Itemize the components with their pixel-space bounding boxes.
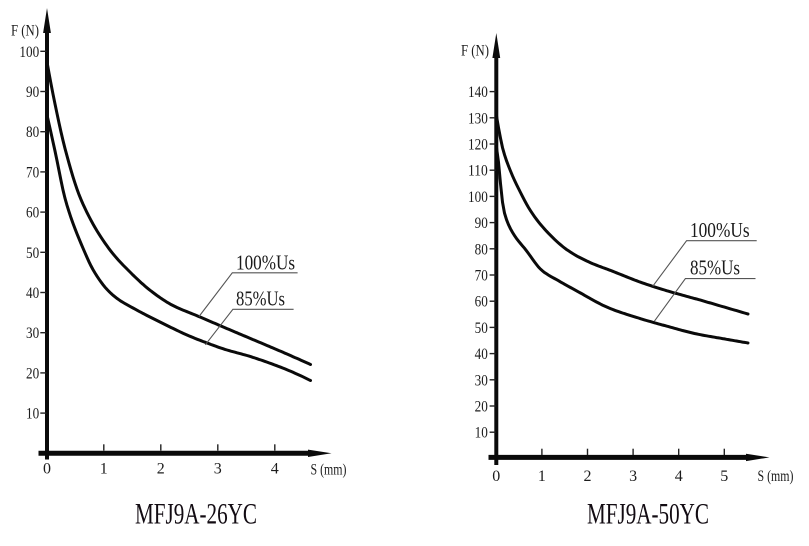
svg-text:4: 4 bbox=[675, 468, 683, 485]
svg-text:20: 20 bbox=[475, 399, 488, 416]
svg-text:90: 90 bbox=[26, 84, 39, 101]
svg-text:1: 1 bbox=[100, 461, 108, 478]
svg-text:80: 80 bbox=[475, 241, 488, 258]
svg-text:10: 10 bbox=[475, 425, 488, 442]
svg-text:100: 100 bbox=[19, 44, 39, 61]
svg-text:60: 60 bbox=[26, 205, 39, 222]
svg-text:3: 3 bbox=[214, 461, 222, 478]
svg-text:40: 40 bbox=[475, 346, 488, 363]
svg-text:5: 5 bbox=[720, 468, 728, 485]
svg-text:4: 4 bbox=[271, 461, 279, 478]
svg-text:0: 0 bbox=[492, 468, 500, 485]
svg-text:110: 110 bbox=[468, 163, 488, 180]
svg-text:50: 50 bbox=[475, 320, 488, 337]
svg-text:0: 0 bbox=[43, 461, 51, 478]
svg-text:60: 60 bbox=[475, 294, 488, 311]
svg-text:MFJ9A-50YC: MFJ9A-50YC bbox=[587, 497, 709, 530]
svg-text:20: 20 bbox=[26, 365, 39, 382]
svg-text:40: 40 bbox=[26, 285, 39, 302]
svg-text:3: 3 bbox=[629, 468, 637, 485]
svg-text:85%Us: 85%Us bbox=[690, 256, 740, 280]
svg-text:2: 2 bbox=[157, 461, 165, 478]
svg-text:120: 120 bbox=[468, 137, 488, 154]
svg-text:MFJ9A-26YC: MFJ9A-26YC bbox=[135, 497, 257, 530]
svg-text:100: 100 bbox=[468, 189, 488, 206]
svg-text:90: 90 bbox=[475, 215, 488, 232]
svg-text:F (N): F (N) bbox=[461, 43, 489, 60]
svg-text:1: 1 bbox=[538, 468, 546, 485]
svg-text:2: 2 bbox=[584, 468, 592, 485]
svg-text:30: 30 bbox=[26, 325, 39, 342]
svg-text:50: 50 bbox=[26, 245, 39, 262]
svg-text:100%Us: 100%Us bbox=[236, 250, 295, 274]
svg-text:80: 80 bbox=[26, 124, 39, 141]
svg-text:10: 10 bbox=[26, 406, 39, 423]
svg-text:S (mm): S (mm) bbox=[311, 462, 347, 479]
svg-text:30: 30 bbox=[475, 372, 488, 389]
svg-text:S (mm): S (mm) bbox=[758, 468, 794, 485]
svg-text:70: 70 bbox=[475, 268, 488, 285]
svg-text:130: 130 bbox=[468, 110, 488, 127]
svg-text:140: 140 bbox=[468, 84, 488, 101]
svg-text:100%Us: 100%Us bbox=[690, 218, 750, 242]
svg-text:F (N): F (N) bbox=[11, 23, 39, 40]
svg-text:70: 70 bbox=[26, 164, 39, 181]
svg-text:85%Us: 85%Us bbox=[236, 286, 285, 310]
